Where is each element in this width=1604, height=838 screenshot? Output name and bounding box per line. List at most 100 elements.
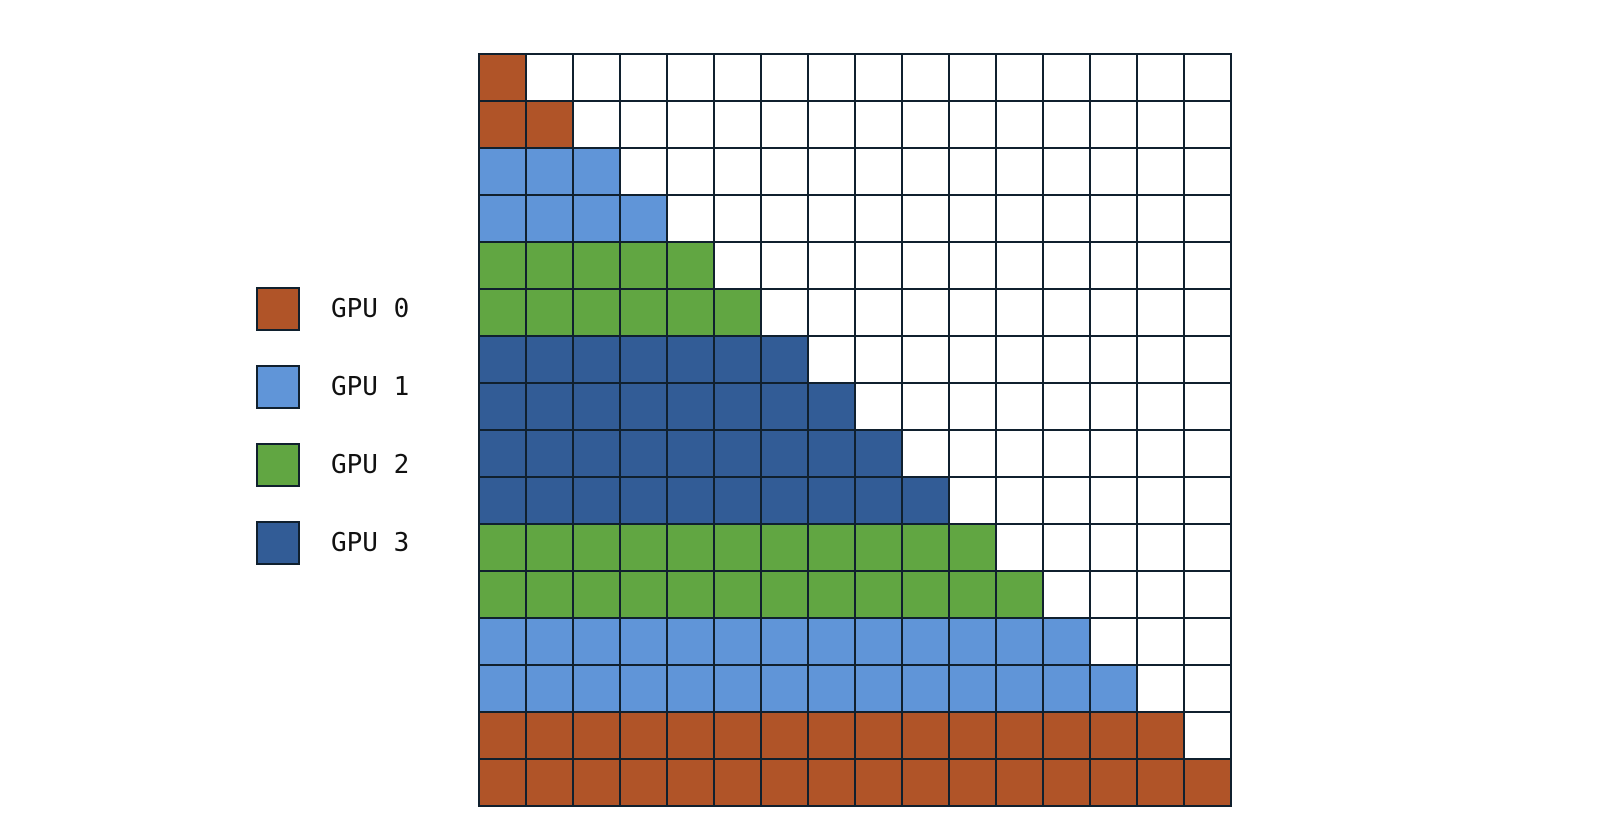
matrix-cell-empty <box>1138 619 1185 666</box>
matrix-cell-empty <box>1185 196 1232 243</box>
legend-item-gpu-0: GPU 0 <box>256 287 456 335</box>
matrix-cell-empty <box>1091 619 1138 666</box>
matrix-cell-gpu-3 <box>480 478 527 525</box>
matrix-cell-gpu-2 <box>715 572 762 619</box>
matrix-cell-gpu-2 <box>809 572 856 619</box>
matrix-cell-gpu-3 <box>856 431 903 478</box>
matrix-cell-empty <box>1185 525 1232 572</box>
matrix-cell-gpu-2 <box>715 525 762 572</box>
legend-swatch-gpu-1 <box>256 365 300 409</box>
matrix-cell-gpu-2 <box>668 290 715 337</box>
matrix-cell-gpu-0 <box>809 760 856 807</box>
matrix-cell-gpu-3 <box>480 337 527 384</box>
matrix-cell-gpu-3 <box>762 384 809 431</box>
matrix-cell-gpu-3 <box>762 337 809 384</box>
matrix-cell-empty <box>715 55 762 102</box>
matrix-cell-gpu-0 <box>856 760 903 807</box>
matrix-cell-gpu-3 <box>527 337 574 384</box>
matrix-cell-gpu-0 <box>1044 760 1091 807</box>
matrix-cell-gpu-0 <box>527 102 574 149</box>
matrix-cell-gpu-3 <box>527 431 574 478</box>
matrix-cell-gpu-2 <box>480 525 527 572</box>
matrix-cell-gpu-2 <box>527 243 574 290</box>
matrix-cell-empty <box>1044 572 1091 619</box>
matrix-cell-gpu-0 <box>809 713 856 760</box>
matrix-cell-empty <box>668 102 715 149</box>
matrix-cell-gpu-1 <box>527 619 574 666</box>
matrix-cell-gpu-0 <box>480 713 527 760</box>
matrix-cell-gpu-0 <box>1091 713 1138 760</box>
matrix-cell-empty <box>809 149 856 196</box>
matrix-cell-empty <box>1138 572 1185 619</box>
matrix-cell-empty <box>1138 525 1185 572</box>
matrix-cell-gpu-3 <box>856 478 903 525</box>
matrix-cell-gpu-3 <box>480 384 527 431</box>
matrix-cell-empty <box>574 55 621 102</box>
matrix-cell-gpu-1 <box>950 619 997 666</box>
matrix-cell-gpu-3 <box>715 478 762 525</box>
matrix-cell-gpu-0 <box>903 760 950 807</box>
matrix-cell-gpu-1 <box>480 619 527 666</box>
matrix-cell-empty <box>950 431 997 478</box>
matrix-cell-empty <box>762 243 809 290</box>
matrix-cell-empty <box>1138 196 1185 243</box>
matrix-cell-empty <box>1044 243 1091 290</box>
matrix-cell-empty <box>1138 666 1185 713</box>
matrix-cell-empty <box>809 102 856 149</box>
matrix-cell-gpu-0 <box>527 760 574 807</box>
matrix-cell-empty <box>1185 666 1232 713</box>
matrix-cell-empty <box>668 149 715 196</box>
matrix-cell-empty <box>1044 149 1091 196</box>
matrix-cell-gpu-2 <box>527 525 574 572</box>
matrix-cell-gpu-1 <box>1044 666 1091 713</box>
matrix-cell-empty <box>1138 478 1185 525</box>
matrix-cell-gpu-0 <box>480 760 527 807</box>
matrix-cell-empty <box>1044 55 1091 102</box>
legend-label-gpu-1: GPU 1 <box>331 372 410 402</box>
matrix-cell-empty <box>950 55 997 102</box>
matrix-cell-gpu-1 <box>856 666 903 713</box>
matrix-cell-gpu-3 <box>480 431 527 478</box>
matrix-cell-gpu-3 <box>574 337 621 384</box>
legend-item-gpu-1: GPU 1 <box>256 365 456 413</box>
matrix-cell-gpu-2 <box>997 572 1044 619</box>
matrix-cell-gpu-2 <box>668 243 715 290</box>
matrix-cell-gpu-1 <box>903 619 950 666</box>
matrix-cell-gpu-1 <box>856 619 903 666</box>
matrix-cell-gpu-3 <box>621 478 668 525</box>
matrix-cell-empty <box>1138 243 1185 290</box>
matrix-cell-empty <box>621 102 668 149</box>
matrix-cell-gpu-0 <box>997 713 1044 760</box>
matrix-cell-gpu-3 <box>903 478 950 525</box>
matrix-cell-empty <box>1185 102 1232 149</box>
matrix-cell-gpu-0 <box>715 713 762 760</box>
matrix-cell-empty <box>1044 478 1091 525</box>
matrix-cell-gpu-2 <box>574 572 621 619</box>
legend-item-gpu-2: GPU 2 <box>256 443 456 491</box>
matrix-cell-empty <box>574 102 621 149</box>
matrix-cell-empty <box>997 431 1044 478</box>
matrix-cell-empty <box>856 196 903 243</box>
matrix-cell-empty <box>856 384 903 431</box>
matrix-cell-empty <box>809 55 856 102</box>
matrix-cell-empty <box>1138 149 1185 196</box>
matrix-cell-gpu-0 <box>762 760 809 807</box>
matrix-cell-empty <box>762 102 809 149</box>
matrix-cell-gpu-3 <box>574 384 621 431</box>
matrix-cell-empty <box>1138 337 1185 384</box>
matrix-cell-gpu-3 <box>762 478 809 525</box>
matrix-cell-empty <box>950 243 997 290</box>
matrix-cell-empty <box>856 243 903 290</box>
matrix-cell-empty <box>715 243 762 290</box>
matrix-cell-gpu-2 <box>480 290 527 337</box>
matrix-cell-gpu-1 <box>621 619 668 666</box>
matrix-cell-empty <box>997 55 1044 102</box>
matrix-cell-gpu-1 <box>527 149 574 196</box>
matrix-cell-empty <box>715 102 762 149</box>
matrix-cell-empty <box>1185 337 1232 384</box>
matrix-cell-gpu-2 <box>527 290 574 337</box>
matrix-cell-gpu-2 <box>950 525 997 572</box>
matrix-cell-gpu-3 <box>621 431 668 478</box>
matrix-cell-gpu-3 <box>527 478 574 525</box>
matrix-cell-gpu-2 <box>480 243 527 290</box>
